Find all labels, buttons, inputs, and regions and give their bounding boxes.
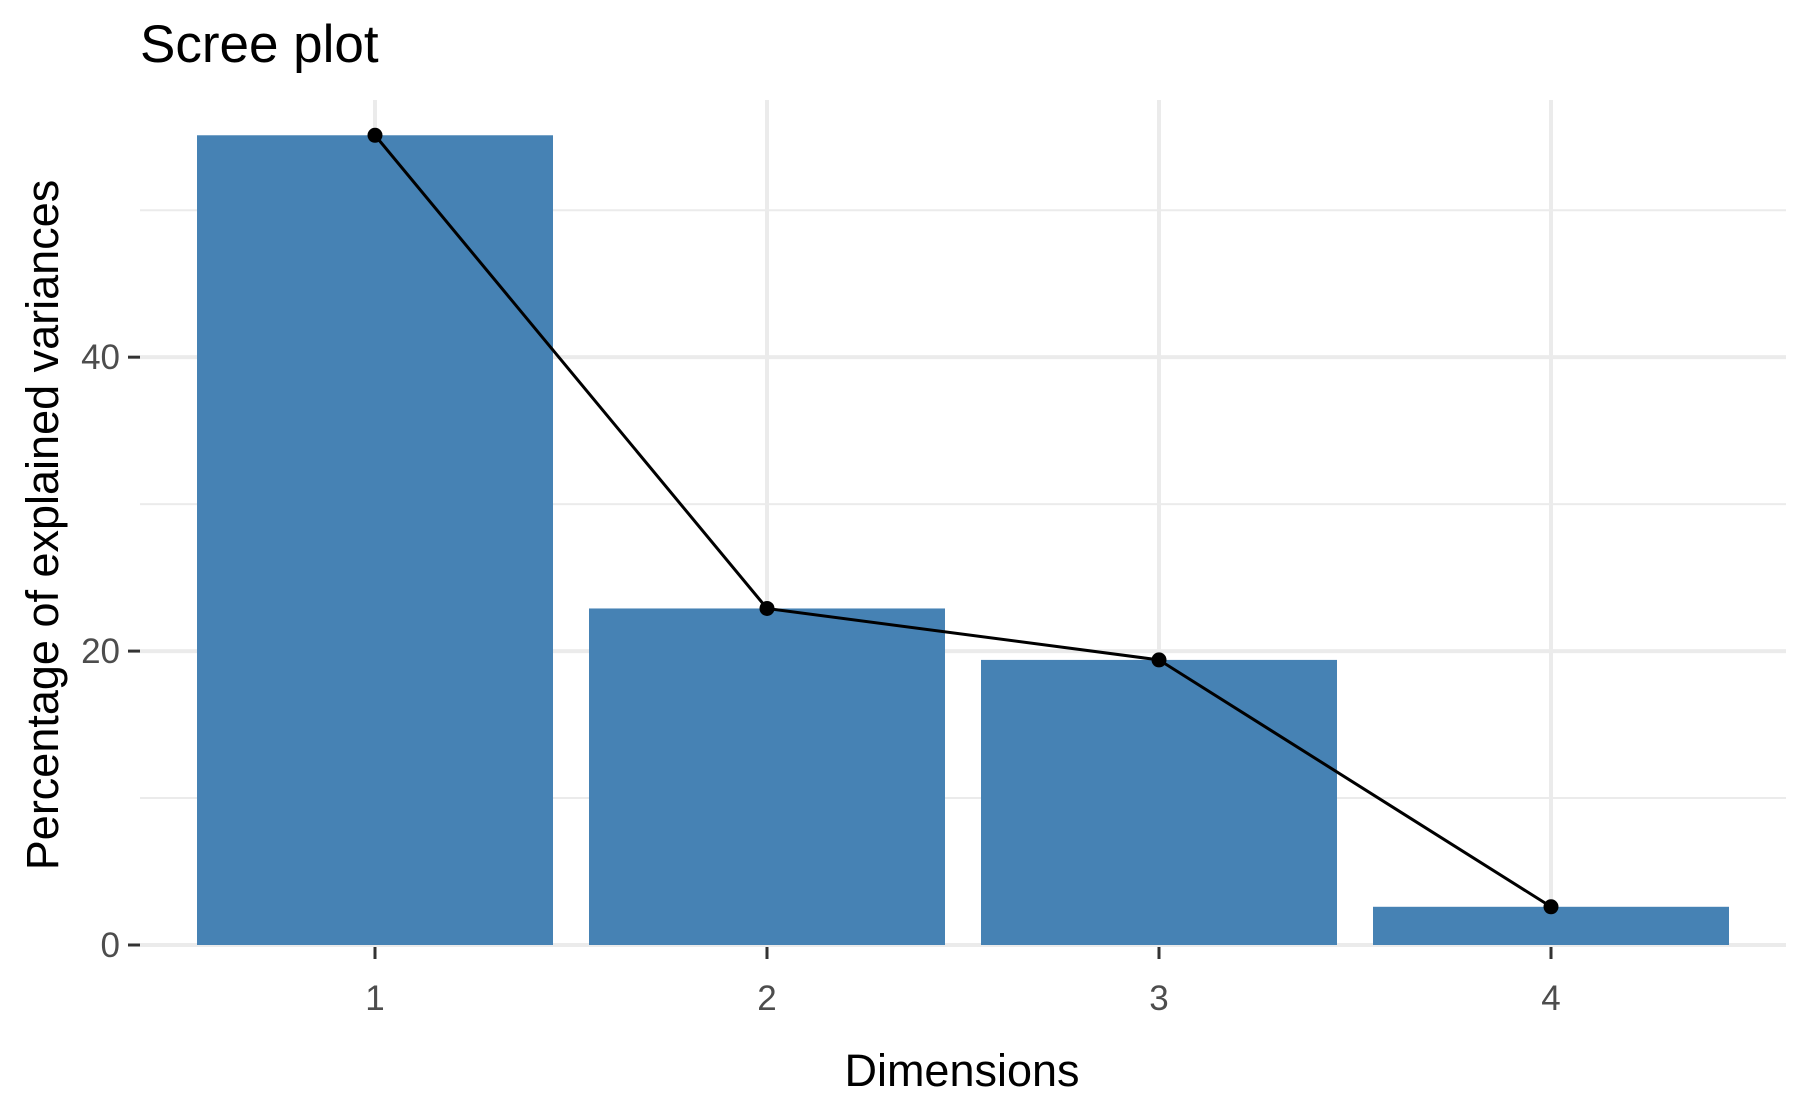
line-layer — [367, 127, 1559, 915]
y-tick-label: 40 — [81, 338, 120, 377]
x-axis-title: Dimensions — [844, 1045, 1079, 1096]
y-tick-label: 0 — [101, 926, 120, 965]
y-tick-label: 20 — [81, 632, 120, 671]
x-tick-label: 1 — [365, 979, 384, 1018]
chart-title: Scree plot — [140, 15, 379, 74]
point-dimension-3 — [1151, 652, 1167, 668]
x-tick-label: 2 — [757, 979, 776, 1018]
variance-line — [373, 134, 1552, 909]
bar-dimension-1 — [197, 135, 553, 946]
point-dimension-1 — [367, 127, 383, 143]
point-dimension-2 — [759, 600, 775, 616]
bar-layer — [197, 135, 1729, 946]
point-dimension-4 — [1543, 899, 1559, 915]
y-axis-title: Percentage of explained variances — [17, 180, 68, 870]
x-tick-label: 3 — [1149, 979, 1168, 1018]
bar-dimension-2 — [589, 608, 945, 945]
axis-layer: 0 20 40 1 2 3 4 — [81, 338, 1561, 1018]
x-tick-label: 4 — [1541, 979, 1560, 1018]
bar-dimension-3 — [981, 659, 1337, 945]
